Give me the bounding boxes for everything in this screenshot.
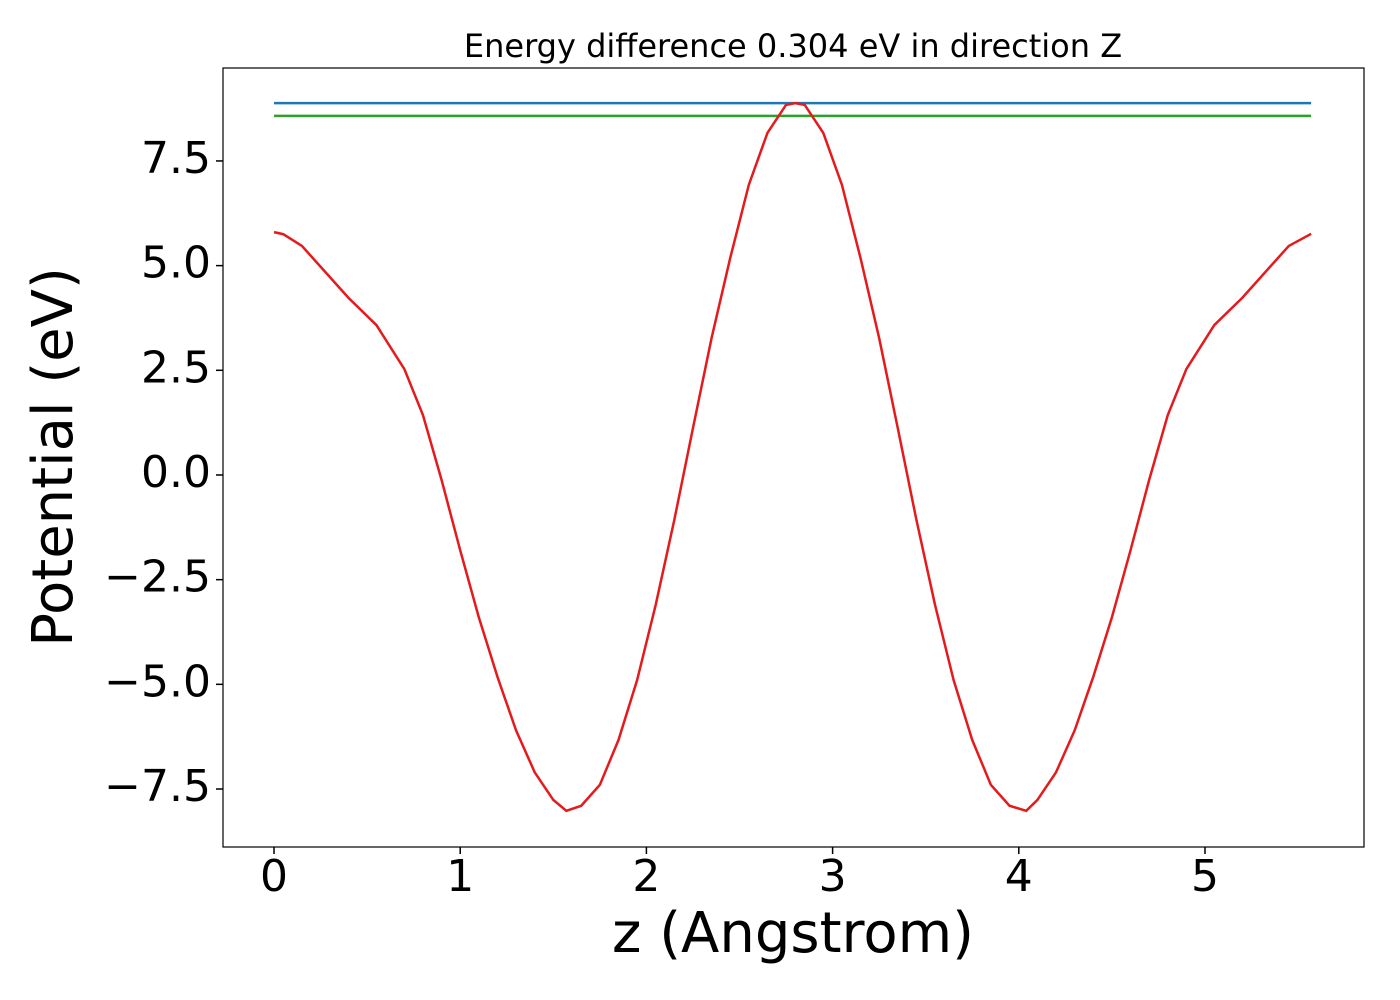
y-tick-label: 7.5 [141,133,211,184]
x-tick-label: 3 [819,851,847,902]
x-tick-label: 5 [1191,851,1219,902]
series-line [273,101,1312,813]
y-tick-label: −7.5 [104,761,211,812]
y-tick-label: 5.0 [141,238,211,289]
x-tick-label: 2 [632,851,660,902]
x-tick-label: 1 [446,851,474,902]
y-tick-label: −2.5 [104,552,211,603]
chart-title: Energy difference 0.304 eV in direction … [464,27,1122,65]
y-tick-label: 0.0 [141,447,211,498]
x-tick-label: 4 [1005,851,1033,902]
y-tick-label: −5.0 [104,656,211,707]
x-axis-label: z (Angstrom) [612,901,974,966]
y-axis-label: Potential (eV) [21,267,86,647]
plot-frame [222,67,1365,848]
y-tick-label: 2.5 [141,342,211,393]
x-tick-label: 0 [260,851,288,902]
